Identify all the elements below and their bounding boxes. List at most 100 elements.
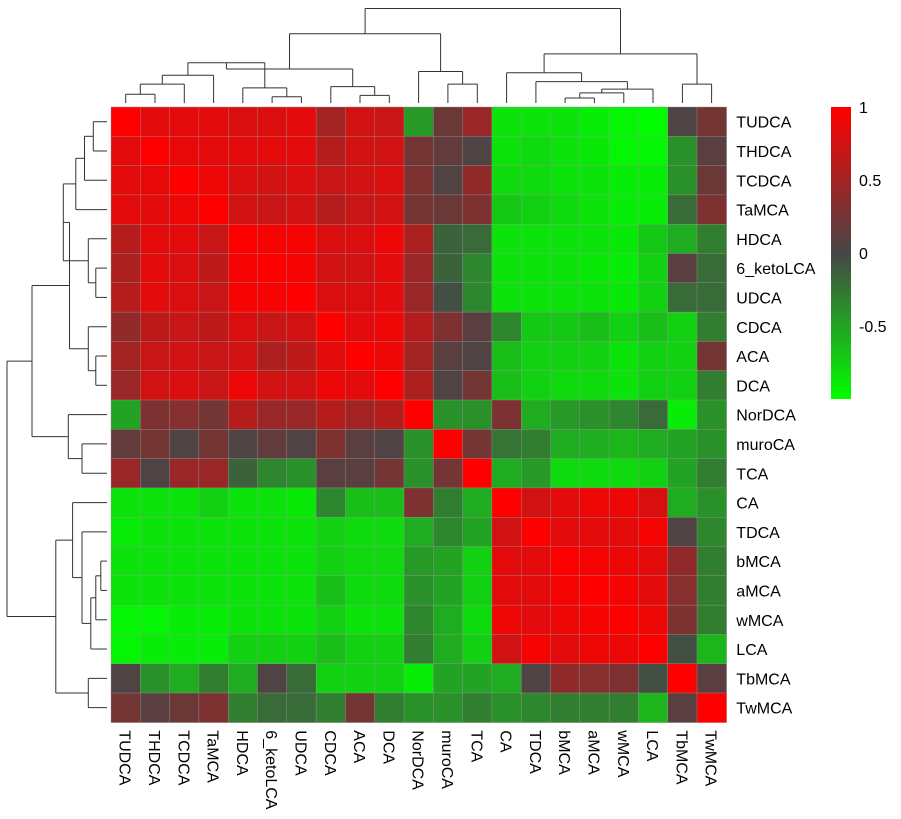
heatmap-cell-THDCA-TbMCA	[667, 136, 698, 167]
column-label-TbMCA: TbMCA	[672, 730, 689, 785]
heatmap-cell-muroCA-bMCA	[550, 429, 581, 460]
legend-color-bar	[831, 107, 851, 399]
heatmap-cell-6_ketoLCA-TDCA	[521, 253, 552, 284]
heatmap-cell-TaMCA-TCDCA	[169, 194, 200, 225]
heatmap-cell-TCA-bMCA	[550, 458, 581, 489]
heatmap-cell-aMCA-aMCA	[579, 575, 610, 606]
heatmap-cell-THDCA-bMCA	[550, 136, 581, 167]
row-label-NorDCA: NorDCA	[736, 408, 796, 425]
heatmap-cell-TbMCA-muroCA	[433, 663, 464, 694]
heatmap-cell-HDCA-TbMCA	[667, 223, 698, 254]
column-label-TwMCA: TwMCA	[702, 730, 719, 786]
heatmap-cell-TwMCA-HDCA	[227, 692, 258, 723]
heatmap-cell-TCDCA-bMCA	[550, 165, 581, 196]
heatmap-cell-NorDCA-bMCA	[550, 399, 581, 430]
heatmap-cell-aMCA-6_ketoLCA	[257, 575, 288, 606]
heatmap-cell-UDCA-TCDCA	[169, 282, 200, 313]
heatmap-cell-TwMCA-UDCA	[286, 692, 317, 723]
heatmap-cell-TCDCA-wMCA	[608, 165, 639, 196]
row-labels: TUDCA THDCA TCDCA TaMCA HDCA 6_ketoLCA UDCA CDC…	[735, 115, 815, 718]
heatmap-cell-6_ketoLCA-TaMCA	[198, 253, 229, 284]
heatmap-cell-6_ketoLCA-THDCA	[140, 253, 171, 284]
heatmap-cell-CA-TDCA	[521, 487, 552, 518]
heatmap-cell-TbMCA-DCA	[374, 663, 405, 694]
heatmap-cell-wMCA-LCA	[638, 604, 669, 635]
heatmap-cell-TaMCA-aMCA	[579, 194, 610, 225]
heatmap-cell-DCA-muroCA	[433, 370, 464, 401]
heatmap-cell-THDCA-CA	[491, 136, 522, 167]
heatmap-cell-TwMCA-wMCA	[608, 692, 639, 723]
heatmap-cell-ACA-TCA	[462, 341, 493, 372]
heatmap-cell-TCA-DCA	[374, 458, 405, 489]
heatmap-cell-TDCA-DCA	[374, 517, 405, 548]
heatmap-cell-NorDCA-muroCA	[433, 399, 464, 430]
heatmap-cell-TCDCA-LCA	[638, 165, 669, 196]
column-label-UDCA: UDCA	[291, 730, 308, 776]
heatmap-cell-CA-TUDCA	[110, 487, 141, 518]
heatmap-cell-LCA-TbMCA	[667, 634, 698, 665]
heatmap-cell-6_ketoLCA-NorDCA	[403, 253, 434, 284]
heatmap-cell-HDCA-CDCA	[315, 223, 346, 254]
heatmap-cell-TwMCA-muroCA	[433, 692, 464, 723]
heatmap-cell-CDCA-DCA	[374, 311, 405, 342]
heatmap-cell-TCDCA-TUDCA	[110, 165, 141, 196]
heatmap-cell-aMCA-NorDCA	[403, 575, 434, 606]
heatmap-cell-ACA-NorDCA	[403, 341, 434, 372]
heatmap-cell-TDCA-TbMCA	[667, 517, 698, 548]
heatmap-cell-CDCA-wMCA	[608, 311, 639, 342]
heatmap-cell-NorDCA-aMCA	[579, 399, 610, 430]
heatmap-cell-TUDCA-CA	[491, 106, 522, 137]
heatmap-cell-NorDCA-THDCA	[140, 399, 171, 430]
heatmap-cell-wMCA-TUDCA	[110, 604, 141, 635]
heatmap-cell-DCA-TCA	[462, 370, 493, 401]
heatmap-cell-HDCA-TUDCA	[110, 223, 141, 254]
heatmap-cell-HDCA-aMCA	[579, 223, 610, 254]
heatmap-cell-CA-TCDCA	[169, 487, 200, 518]
heatmap-cell-muroCA-TaMCA	[198, 429, 229, 460]
heatmap-cell-DCA-UDCA	[286, 370, 317, 401]
heatmap-cell-wMCA-TDCA	[521, 604, 552, 635]
heatmap-cell-TbMCA-bMCA	[550, 663, 581, 694]
heatmap-cell-TDCA-LCA	[638, 517, 669, 548]
heatmap-cell-TDCA-aMCA	[579, 517, 610, 548]
heatmap-cell-DCA-wMCA	[608, 370, 639, 401]
heatmap-cell-muroCA-TCA	[462, 429, 493, 460]
heatmap-cell-LCA-TDCA	[521, 634, 552, 665]
heatmap-cell-TDCA-CDCA	[315, 517, 346, 548]
heatmap-cell-aMCA-CDCA	[315, 575, 346, 606]
heatmap-cell-muroCA-LCA	[638, 429, 669, 460]
heatmap-cell-LCA-6_ketoLCA	[257, 634, 288, 665]
heatmap-cell-TUDCA-TUDCA	[110, 106, 141, 137]
heatmap-cell-bMCA-wMCA	[608, 546, 639, 577]
column-label-6_ketoLCA: 6_ketoLCA	[262, 730, 279, 809]
heatmap-cell-TbMCA-UDCA	[286, 663, 317, 694]
row-label-LCA: LCA	[736, 642, 767, 659]
heatmap-cell-TaMCA-THDCA	[140, 194, 171, 225]
heatmap-cell-aMCA-TwMCA	[696, 575, 727, 606]
legend-tick-label: 0	[859, 246, 868, 263]
heatmap-cell-muroCA-DCA	[374, 429, 405, 460]
heatmap-cell-ACA-TCDCA	[169, 341, 200, 372]
heatmap-cell-TwMCA-ACA	[345, 692, 376, 723]
column-label-TaMCA: TaMCA	[204, 730, 221, 783]
heatmap-cell-THDCA-6_ketoLCA	[257, 136, 288, 167]
heatmap-cell-TCDCA-CA	[491, 165, 522, 196]
heatmap-cell-DCA-TwMCA	[696, 370, 727, 401]
column-label-TCDCA: TCDCA	[174, 730, 191, 785]
heatmap-cell-NorDCA-ACA	[345, 399, 376, 430]
heatmap-cell-TDCA-ACA	[345, 517, 376, 548]
heatmap-cell-TDCA-TCA	[462, 517, 493, 548]
heatmap-cell-6_ketoLCA-aMCA	[579, 253, 610, 284]
heatmap-cell-TUDCA-THDCA	[140, 106, 171, 137]
heatmap-cell-TUDCA-TwMCA	[696, 106, 727, 137]
heatmap-cell-UDCA-wMCA	[608, 282, 639, 313]
heatmap-cell-TbMCA-TbMCA	[667, 663, 698, 694]
heatmap-cell-TDCA-UDCA	[286, 517, 317, 548]
heatmap-cell-6_ketoLCA-DCA	[374, 253, 405, 284]
heatmap-cell-CDCA-TaMCA	[198, 311, 229, 342]
row-label-TbMCA: TbMCA	[736, 671, 791, 688]
heatmap-cell-TCA-muroCA	[433, 458, 464, 489]
color-legend: 1 0.5 0 -0.5	[831, 100, 887, 399]
heatmap-cell-HDCA-THDCA	[140, 223, 171, 254]
heatmap-cell-CA-aMCA	[579, 487, 610, 518]
